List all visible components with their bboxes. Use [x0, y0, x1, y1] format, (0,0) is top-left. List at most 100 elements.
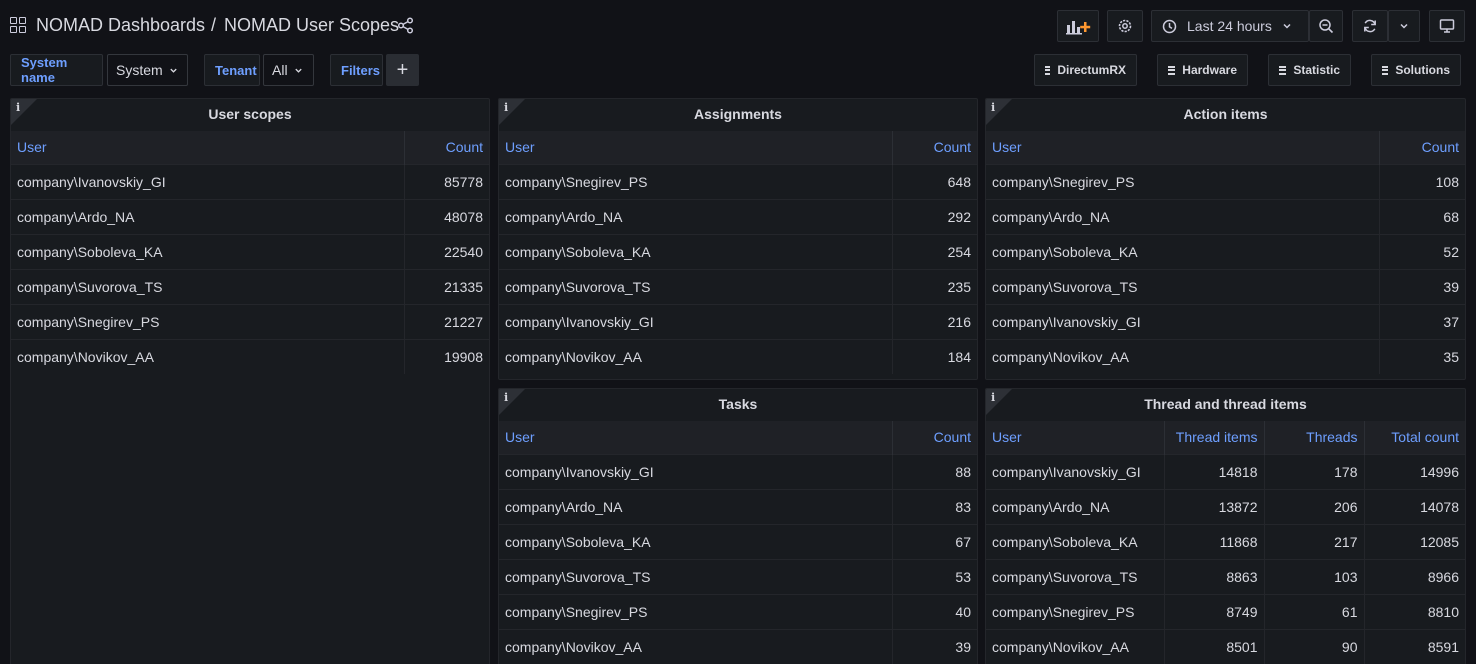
user-cell: company\Soboleva_KA	[499, 523, 893, 559]
tv-mode-button[interactable]	[1429, 10, 1465, 42]
column-header-count[interactable]: Count	[445, 139, 483, 156]
link-label: Statistic	[1293, 63, 1340, 77]
plus-icon: +	[396, 58, 409, 81]
breadcrumb-separator: /	[211, 15, 217, 35]
menu-lines-icon	[1382, 65, 1389, 75]
user-cell: company\Ivanovskiy_GI	[11, 163, 405, 199]
count-cell: 21335	[404, 268, 489, 304]
table-row: company\Snegirev_PS 40	[499, 593, 977, 629]
info-icon[interactable]: i	[504, 101, 509, 114]
link-hardware[interactable]: Hardware	[1157, 54, 1248, 86]
link-statistic[interactable]: Statistic	[1268, 54, 1351, 86]
info-icon[interactable]: i	[991, 101, 996, 114]
panel-corner	[986, 389, 1012, 415]
table-row: company\Ardo_NA 83	[499, 488, 977, 524]
table-row: company\Novikov_AA 8501 90 8591	[986, 628, 1465, 664]
count-cell: 108	[1379, 163, 1465, 199]
add-panel-button[interactable]	[1057, 10, 1099, 42]
count-cell: 67	[892, 523, 977, 559]
table-row: company\Snegirev_PS 21227	[11, 303, 489, 339]
column-header-count[interactable]: Count	[933, 139, 971, 156]
add-panel-icon	[1065, 17, 1091, 35]
tasks-table: User Count company\Ivanovskiy_GI 88 compa…	[499, 421, 977, 664]
table-row: company\Ivanovskiy_GI 88	[499, 453, 977, 489]
panel-action-items: i Action items User Count company\Snegir…	[985, 98, 1466, 380]
time-range-picker[interactable]: Last 24 hours	[1151, 10, 1309, 42]
panel-title: User scopes	[208, 106, 292, 122]
thread-items-cell: 11868	[1164, 523, 1265, 559]
table-row: company\Snegirev_PS 8749 61 8810	[986, 593, 1465, 629]
info-icon[interactable]: i	[991, 391, 996, 404]
user-cell: company\Snegirev_PS	[499, 593, 893, 629]
panel-title: Tasks	[718, 396, 758, 412]
user-cell: company\Novikov_AA	[986, 338, 1380, 374]
user-cell: company\Novikov_AA	[499, 628, 893, 664]
add-filter-button[interactable]: +	[386, 54, 419, 86]
settings-button[interactable]	[1107, 10, 1143, 42]
total-count-cell: 8591	[1364, 628, 1465, 664]
panel-user-scopes: i User scopes User Count company\Ivanovs…	[10, 98, 490, 664]
tenant-select[interactable]: All	[263, 54, 314, 86]
column-header-threads[interactable]: Threads	[1264, 421, 1365, 454]
panel-tasks: i Tasks User Count company\Ivanovskiy_GI…	[498, 388, 978, 664]
menu-lines-icon	[1279, 65, 1287, 75]
count-cell: 68	[1379, 198, 1465, 234]
count-cell: 88	[892, 453, 977, 489]
panel-corner	[499, 389, 525, 415]
count-cell: 48078	[404, 198, 489, 234]
column-header-count[interactable]: Count	[933, 429, 971, 446]
link-directumrx[interactable]: DirectumRX	[1034, 54, 1137, 86]
table-row: company\Ardo_NA 292	[499, 198, 977, 234]
refresh-button[interactable]	[1352, 10, 1388, 42]
count-cell: 52	[1379, 233, 1465, 269]
user-cell: company\Ardo_NA	[499, 198, 893, 234]
chevron-down-icon	[1282, 21, 1292, 31]
link-solutions[interactable]: Solutions	[1371, 54, 1461, 86]
user-cell: company\Ivanovskiy_GI	[499, 303, 893, 339]
system-name-variable-label: System name	[10, 54, 103, 86]
user-cell: company\Snegirev_PS	[986, 593, 1165, 629]
user-scopes-table: User Count company\Ivanovskiy_GI 85778 co…	[11, 131, 489, 374]
table-row: company\Snegirev_PS 648	[499, 163, 977, 199]
threads-cell: 217	[1264, 523, 1365, 559]
column-header-user[interactable]: User	[11, 131, 405, 164]
system-name-select[interactable]: System	[107, 54, 188, 86]
info-icon[interactable]: i	[504, 391, 509, 404]
column-header-user[interactable]: User	[986, 131, 1380, 164]
threads-cell: 206	[1264, 488, 1365, 524]
column-header-thread-items[interactable]: Thread items	[1164, 421, 1265, 454]
breadcrumb-folder[interactable]: NOMAD Dashboards	[36, 15, 206, 35]
column-header-user[interactable]: User	[499, 421, 893, 454]
table-row: company\Ardo_NA 68	[986, 198, 1465, 234]
table-row: company\Ardo_NA 48078	[11, 198, 489, 234]
threads-cell: 61	[1264, 593, 1365, 629]
table-row: company\Suvorova_TS 21335	[11, 268, 489, 304]
threads-table: User Thread items Threads Total count co…	[986, 421, 1465, 664]
column-header-count[interactable]: Count	[1421, 139, 1459, 156]
zoom-out-button[interactable]	[1309, 10, 1343, 42]
count-cell: 216	[892, 303, 977, 339]
threads-cell: 90	[1264, 628, 1365, 664]
user-cell: company\Snegirev_PS	[11, 303, 405, 339]
total-count-cell: 8966	[1364, 558, 1465, 594]
share-icon[interactable]	[397, 17, 414, 37]
user-cell: company\Suvorova_TS	[499, 268, 893, 304]
count-cell: 235	[892, 268, 977, 304]
column-header-user[interactable]: User	[499, 131, 893, 164]
dashboards-grid-icon[interactable]	[10, 17, 26, 33]
link-label: Solutions	[1395, 63, 1450, 77]
chevron-down-icon	[1399, 21, 1409, 31]
table-row: company\Suvorova_TS 53	[499, 558, 977, 594]
info-icon[interactable]: i	[16, 101, 21, 114]
user-cell: company\Ivanovskiy_GI	[986, 303, 1380, 339]
column-header-user[interactable]: User	[986, 421, 1165, 454]
count-cell: 40	[892, 593, 977, 629]
table-row: company\Soboleva_KA 254	[499, 233, 977, 269]
table-row: company\Novikov_AA 39	[499, 628, 977, 664]
user-cell: company\Snegirev_PS	[986, 163, 1380, 199]
menu-lines-icon	[1168, 65, 1176, 75]
refresh-interval-dropdown[interactable]	[1388, 10, 1420, 42]
total-count-cell: 8810	[1364, 593, 1465, 629]
column-header-total-count[interactable]: Total count	[1391, 429, 1459, 446]
total-count-cell: 14078	[1364, 488, 1465, 524]
